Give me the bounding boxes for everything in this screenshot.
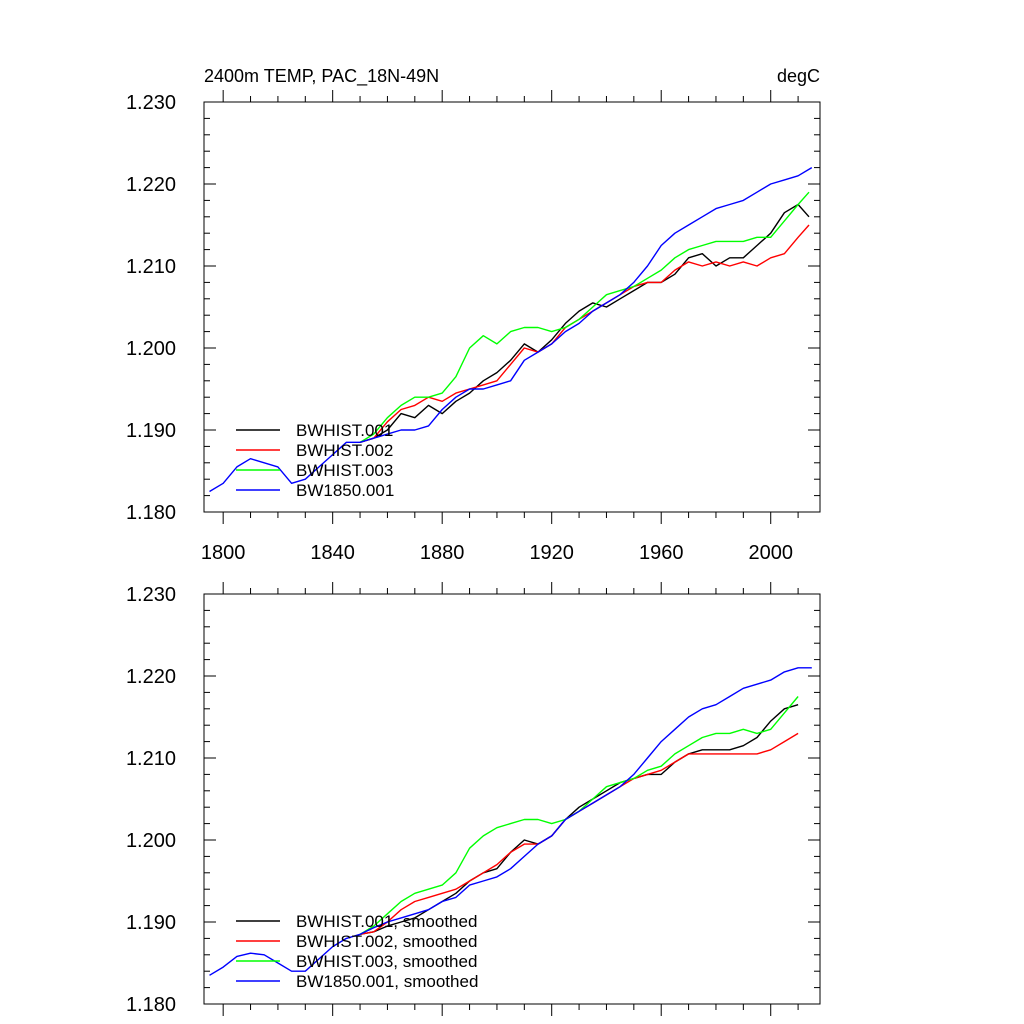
series-line	[359, 704, 799, 935]
plot-frame	[203, 101, 821, 513]
x-tick-label: 1840	[310, 542, 355, 564]
y-tick-label: 1.220	[126, 666, 176, 688]
y-tick-label: 1.210	[126, 256, 176, 278]
legend-label: BWHIST.002	[296, 441, 393, 460]
x-tick-label: 1880	[420, 542, 465, 564]
series-group	[209, 166, 813, 493]
figure-title: 2400m TEMP, PAC_18N-49N	[204, 66, 439, 87]
y-tick-label: 1.210	[126, 748, 176, 770]
series-line	[209, 667, 812, 976]
series-line	[209, 166, 813, 493]
x-tick-label: 1800	[201, 542, 246, 564]
legend-label: BW1850.001	[296, 481, 394, 500]
series-line	[359, 203, 810, 443]
x-tick-label: 2000	[748, 542, 793, 564]
y-tick-label: 1.230	[126, 92, 176, 114]
x-tick-label: 1960	[639, 542, 684, 564]
series-group	[209, 667, 812, 976]
y-tick-label: 1.190	[126, 420, 176, 442]
y-tick-label: 1.230	[126, 584, 176, 606]
plot-frame	[203, 593, 821, 1005]
x-tick-label: 1920	[529, 542, 574, 564]
legend-label: BWHIST.001, smoothed	[296, 912, 477, 931]
legend-label: BWHIST.003	[296, 461, 393, 480]
units-label: degC	[777, 66, 820, 86]
y-tick-label: 1.190	[126, 912, 176, 934]
series-line	[359, 732, 799, 935]
legend-label: BWHIST.002, smoothed	[296, 932, 477, 951]
y-tick-label: 1.220	[126, 174, 176, 196]
y-tick-label: 1.200	[126, 338, 176, 360]
top-panel: 2400m TEMP, PAC_18N-49N degC 1.180 1.190 1…	[126, 66, 821, 564]
y-tick-label: 1.180	[126, 502, 176, 524]
bottom-panel: 1.180 1.190 1.200 1.210 1.220 1.230 BWHIST.00…	[126, 582, 821, 1016]
series-line	[359, 191, 810, 443]
y-tick-label: 1.200	[126, 830, 176, 852]
legend-label: BWHIST.001	[296, 421, 393, 440]
legend-label: BW1850.001, smoothed	[296, 972, 478, 991]
legend-label: BWHIST.003, smoothed	[296, 952, 477, 971]
series-line	[359, 224, 810, 443]
y-tick-label: 1.180	[126, 994, 176, 1016]
